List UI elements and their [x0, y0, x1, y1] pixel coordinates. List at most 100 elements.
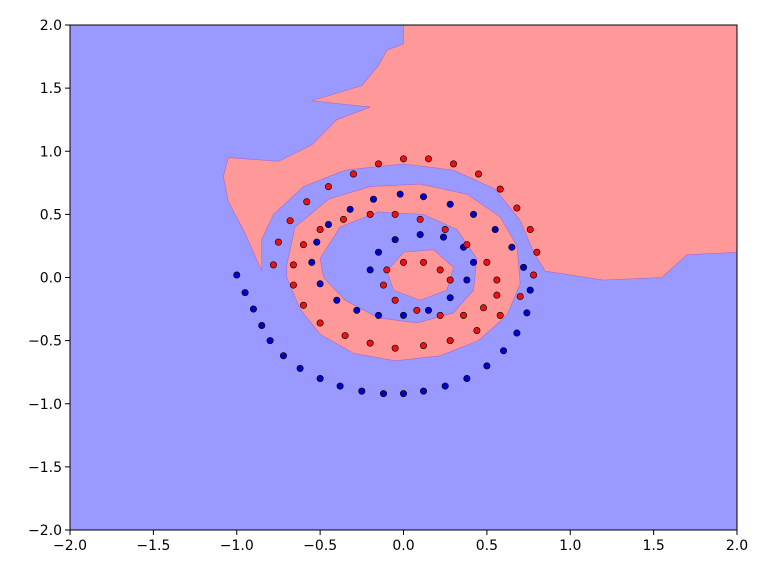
point-class1-46 [399, 258, 407, 266]
point-class0-25 [420, 193, 428, 201]
x-tick-label: −1.0 [220, 538, 254, 554]
point-class1-48 [436, 266, 444, 274]
point-class0-46 [366, 266, 374, 274]
point-class0-15 [483, 362, 491, 370]
point-class1-13 [526, 226, 534, 234]
decision-regions [70, 24, 738, 530]
x-tick-label: −1.5 [136, 538, 170, 554]
y-tick-label: −2.0 [28, 523, 62, 539]
point-class0-27 [369, 195, 377, 203]
point-class0-13 [441, 382, 449, 390]
y-tick-label: 2.0 [40, 18, 62, 34]
point-class0-12 [420, 387, 428, 395]
point-class1-32 [391, 210, 399, 218]
point-class1-27 [289, 261, 297, 269]
point-class1-7 [399, 155, 407, 163]
point-class1-22 [366, 339, 374, 347]
point-class0-26 [396, 190, 404, 198]
x-tick-label: 2.0 [726, 538, 748, 554]
point-class1-12 [513, 204, 521, 212]
y-tick-label: −1.5 [28, 460, 62, 476]
y-tick-label: 0.5 [40, 207, 62, 223]
y-tick-label: −1.0 [28, 397, 62, 413]
point-class1-24 [316, 319, 324, 327]
point-class1-45 [383, 266, 391, 274]
region-class1-upper [223, 24, 738, 281]
x-tick-label: −2.0 [53, 538, 87, 554]
point-class1-8 [425, 155, 433, 163]
point-class1-4 [324, 183, 332, 191]
point-class0-6 [296, 364, 304, 372]
point-class0-7 [316, 374, 324, 382]
point-class1-20 [420, 342, 428, 350]
point-class0-24 [446, 200, 454, 208]
point-class0-44 [391, 236, 399, 244]
point-class1-0 [269, 261, 277, 269]
point-class0-31 [308, 258, 316, 266]
y-tick-label: 1.0 [40, 144, 62, 160]
x-tick-label: −0.5 [303, 538, 337, 554]
point-class0-28 [346, 205, 354, 213]
point-class1-36 [483, 258, 491, 266]
point-class0-10 [379, 390, 387, 398]
point-class1-35 [463, 241, 471, 249]
point-class1-44 [379, 281, 387, 289]
point-class0-30 [313, 238, 321, 246]
point-class0-37 [425, 306, 433, 314]
y-tick-label: 1.5 [40, 81, 62, 97]
point-class1-49 [446, 276, 454, 284]
data-points [233, 155, 541, 398]
point-class1-2 [286, 217, 294, 225]
point-class1-3 [303, 198, 311, 206]
point-class1-47 [420, 258, 428, 266]
point-class0-2 [249, 305, 257, 313]
point-class1-25 [299, 301, 307, 309]
point-class1-21 [391, 344, 399, 352]
point-class0-42 [440, 233, 448, 241]
point-class0-18 [523, 309, 531, 317]
point-class0-32 [316, 280, 324, 288]
point-class1-30 [339, 215, 347, 223]
point-class1-41 [436, 311, 444, 319]
point-class0-22 [491, 226, 499, 234]
point-class0-38 [446, 294, 454, 302]
point-class1-6 [374, 160, 382, 168]
x-axis-ticks: −2.0 −1.5 −1.0 −0.5 0.0 0.5 1.0 1.5 2.0 [53, 530, 748, 554]
point-class0-21 [508, 243, 516, 251]
point-class0-40 [470, 258, 478, 266]
point-class0-11 [399, 390, 407, 398]
point-class0-29 [324, 220, 332, 228]
point-class0-39 [463, 276, 471, 284]
point-class1-11 [496, 185, 504, 193]
point-class1-5 [349, 170, 357, 178]
point-class1-42 [413, 306, 421, 314]
point-class1-15 [530, 271, 538, 279]
point-class1-39 [480, 304, 488, 312]
point-class0-45 [374, 248, 382, 256]
point-class0-1 [241, 289, 249, 297]
x-tick-label: 0.0 [392, 538, 414, 554]
point-class1-18 [473, 327, 481, 335]
point-class1-26 [289, 281, 297, 289]
point-class1-37 [493, 276, 501, 284]
point-class0-33 [333, 296, 341, 304]
x-tick-label: 1.5 [642, 538, 664, 554]
point-class0-34 [353, 306, 361, 314]
point-class1-19 [446, 337, 454, 345]
point-class1-23 [341, 332, 349, 340]
point-class1-9 [450, 160, 458, 168]
point-class1-31 [366, 210, 374, 218]
point-class0-0 [233, 271, 241, 279]
y-tick-label: −0.5 [28, 334, 62, 350]
point-class0-23 [470, 210, 478, 218]
point-class0-35 [374, 311, 382, 319]
point-class1-16 [516, 292, 524, 300]
x-tick-label: 1.0 [559, 538, 581, 554]
point-class1-40 [460, 311, 468, 319]
point-class0-4 [266, 337, 274, 345]
point-class1-14 [533, 248, 541, 256]
point-class0-14 [463, 374, 471, 382]
point-class0-3 [258, 321, 266, 329]
